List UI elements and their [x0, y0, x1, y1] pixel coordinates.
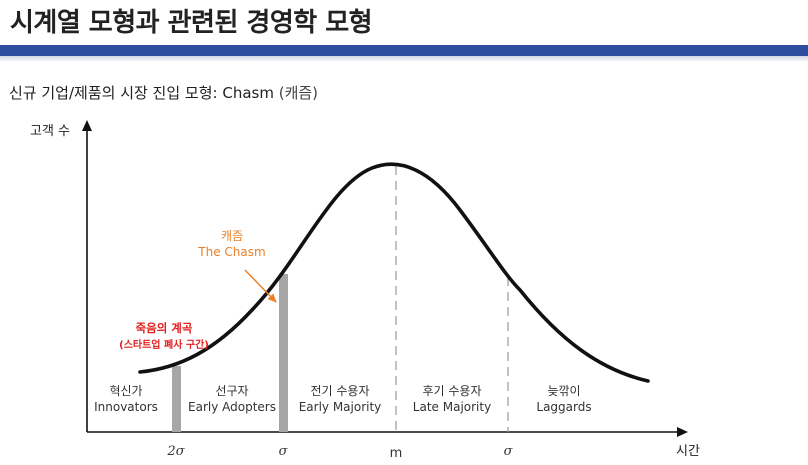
segment-laggards-ko: 늦깎이 [547, 384, 580, 398]
y-axis-arrowhead [82, 120, 92, 131]
tick-plus-sigma: σ [504, 444, 514, 459]
x-axis-label: 시간 [676, 444, 700, 459]
segment-early-majority-ko: 전기 수용자 [310, 384, 369, 398]
title-bar-shadow [0, 56, 808, 62]
tick-minus-sigma: σ [279, 444, 289, 459]
x-axis-arrowhead [677, 427, 688, 437]
y-axis-label: 고객 수 [30, 124, 70, 139]
subtitle-paren: (캐즘) [278, 84, 319, 102]
valley-sub-label: (스타트업 폐사 구간) [119, 338, 209, 351]
chasm-label-en: The Chasm [197, 245, 265, 259]
subtitle-main: 신규 기업/제품의 시장 진입 모형: Chasm [9, 84, 274, 102]
segment-early-adopters-en: Early Adopters [188, 400, 276, 414]
gap-bar-innovators [172, 366, 181, 432]
segment-laggards-en: Laggards [536, 400, 591, 414]
adoption-curve [138, 162, 650, 383]
title-bar [0, 45, 808, 56]
chasm-label-ko: 캐즘 [221, 229, 243, 243]
segment-late-majority-en: Late Majority [413, 400, 491, 414]
tick-mean: m [390, 446, 403, 461]
segment-early-majority-en: Early Majority [299, 400, 382, 414]
page-title: 시계열 모형과 관련된 경영학 모형 [10, 8, 373, 38]
valley-label: 죽음의 계곡 [136, 321, 193, 335]
segment-early-adopters-ko: 선구자 [215, 384, 248, 398]
subtitle: 신규 기업/제품의 시장 진입 모형: Chasm (캐즘) [9, 82, 318, 103]
segment-innovators-en: Innovators [94, 400, 158, 414]
segment-innovators-ko: 혁신가 [109, 384, 142, 398]
segment-late-majority-ko: 후기 수용자 [422, 384, 481, 398]
chasm-arrow [244, 269, 277, 303]
tick-minus-2sigma: 2σ [166, 444, 185, 459]
gap-bar-chasm [279, 274, 288, 432]
